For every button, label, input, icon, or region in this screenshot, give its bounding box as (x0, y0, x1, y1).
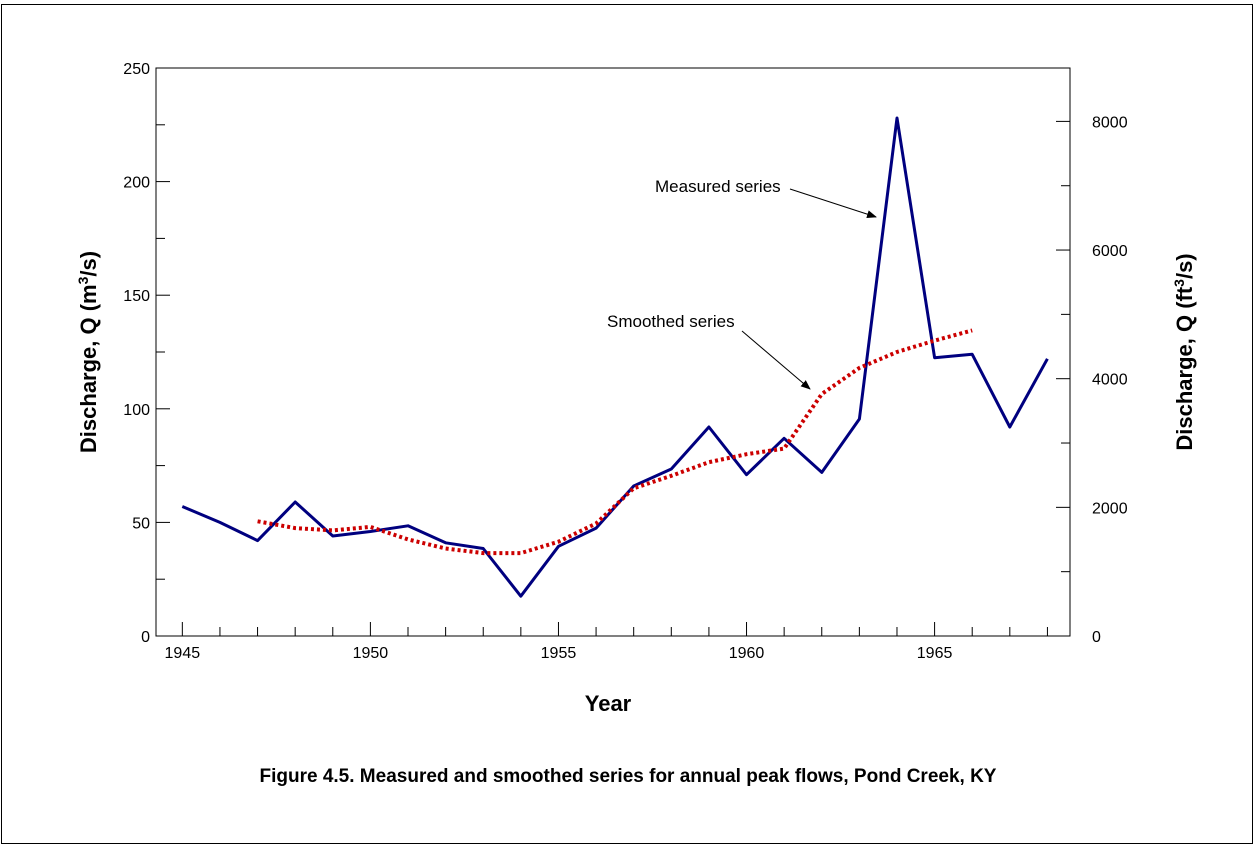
y-axis-left: 0 50 100 150 200 250 (123, 61, 170, 646)
x-tick-label: 1945 (165, 645, 201, 662)
x-tick-label: 1950 (353, 645, 389, 662)
x-axis: 1945 1950 1955 1960 1965 (165, 622, 1048, 662)
y-right-tick-label: 8000 (1092, 114, 1128, 131)
x-tick-label: 1965 (917, 645, 953, 662)
y-right-tick-label: 2000 (1092, 500, 1128, 517)
y-axis-right: 0 2000 4000 6000 8000 (1056, 114, 1128, 646)
x-tick-label: 1960 (729, 645, 765, 662)
y-right-tick-label: 0 (1092, 629, 1101, 646)
x-axis-title: Year (585, 691, 632, 716)
y-axis-left-title: Discharge, Q (m3/s) (75, 251, 101, 453)
y-axis-right-title: Discharge, Q (ft3/s) (1171, 253, 1197, 450)
y-right-tick-label: 4000 (1092, 372, 1128, 389)
measured-series-line (181, 116, 1049, 598)
y-left-tick-label: 100 (123, 402, 150, 419)
x-tick-label: 1955 (541, 645, 577, 662)
series-layer (181, 116, 1049, 598)
annotation-measured-arrow (789, 188, 877, 219)
annotation-measured-series: Measured series (655, 177, 781, 196)
figure-frame (1, 4, 1253, 844)
annotation-smoothed-series: Smoothed series (607, 312, 735, 331)
y-left-tick-label: 200 (123, 175, 150, 192)
y-left-tick-label: 50 (132, 515, 150, 532)
annotation-smoothed-arrow (741, 330, 811, 390)
y-right-tick-label: 6000 (1092, 243, 1128, 260)
figure-caption: Figure 4.5. Measured and smoothed series… (259, 766, 997, 787)
y-left-tick-label: 250 (123, 61, 150, 78)
smoothed-series-line (257, 328, 973, 556)
y-left-tick-label: 150 (123, 288, 150, 305)
y-left-tick-label: 0 (141, 629, 150, 646)
